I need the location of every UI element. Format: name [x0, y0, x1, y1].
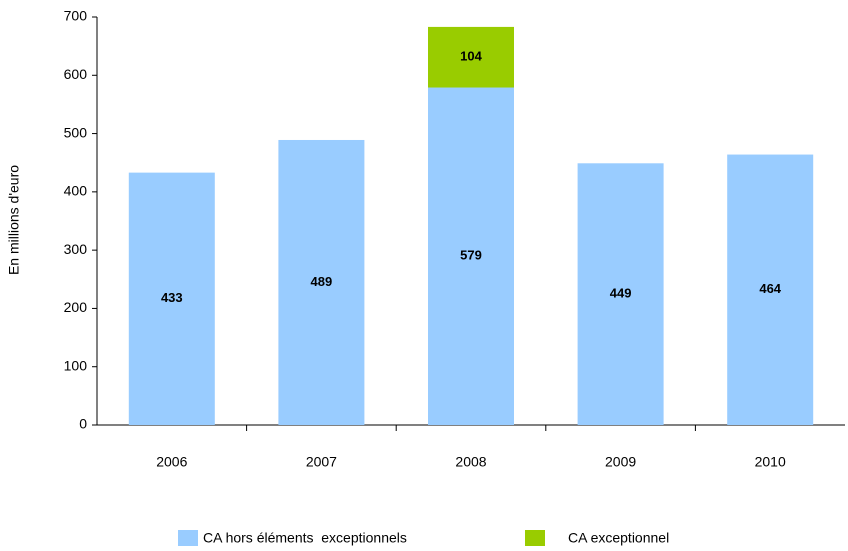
data-label: 464 — [759, 281, 781, 296]
y-tick-label: 600 — [64, 66, 88, 82]
bar-segment — [577, 163, 664, 425]
legend-label: CA hors éléments exceptionnels — [203, 530, 407, 546]
y-tick-label: 500 — [64, 124, 88, 140]
bar-segment — [428, 26, 514, 88]
x-tick-label: 2009 — [605, 454, 636, 470]
bar-segment — [727, 154, 814, 425]
data-label: 104 — [460, 49, 482, 64]
data-label: 449 — [610, 286, 632, 301]
y-tick-label: 200 — [64, 299, 88, 315]
bar-segment — [278, 139, 365, 426]
bar-segment — [428, 87, 514, 426]
x-tick-label: 2007 — [306, 454, 337, 470]
data-label: 579 — [460, 248, 482, 263]
y-tick-label: 700 — [64, 8, 88, 24]
legend-swatch — [525, 530, 545, 546]
x-tick-label: 2008 — [455, 454, 486, 470]
data-label: 489 — [311, 274, 333, 289]
legend-swatch — [178, 530, 198, 546]
bar-segment — [128, 172, 215, 425]
y-tick-label: 300 — [64, 241, 88, 257]
y-axis-label: En millions d'euro — [6, 165, 22, 275]
y-tick-label: 400 — [64, 183, 88, 199]
legend-label: CA exceptionnel — [568, 530, 669, 546]
data-label: 433 — [161, 290, 183, 305]
x-tick-label: 2006 — [156, 454, 187, 470]
x-tick-label: 2010 — [755, 454, 786, 470]
y-tick-label: 0 — [79, 416, 87, 432]
y-tick-label: 100 — [64, 357, 88, 373]
